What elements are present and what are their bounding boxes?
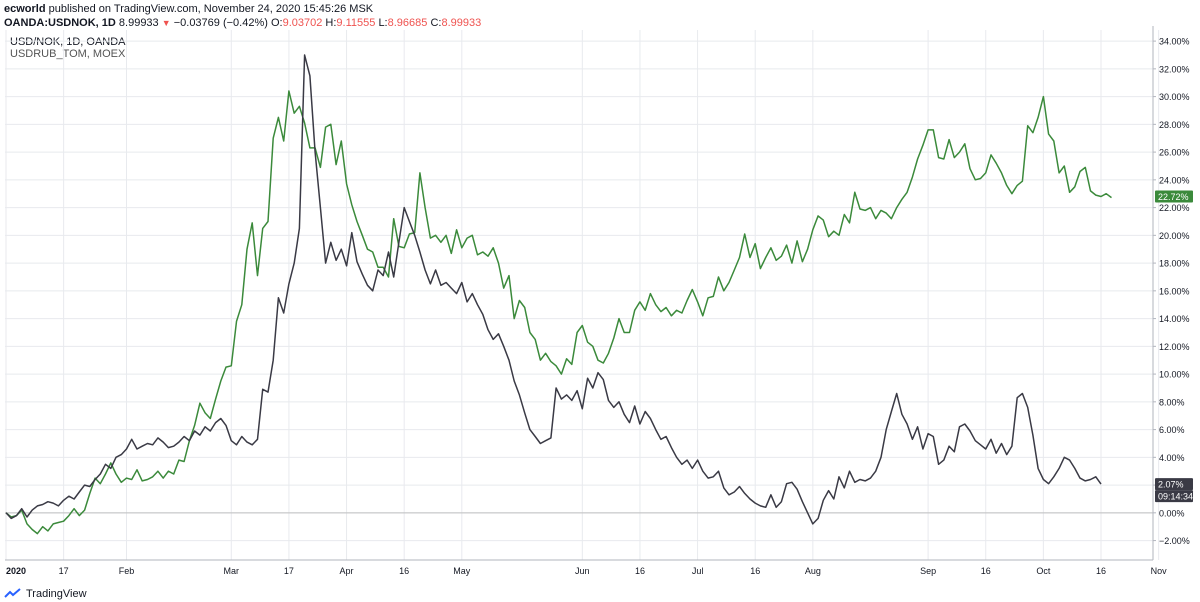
x-tick-label: 16 xyxy=(750,566,760,576)
x-tick-label: 2020 xyxy=(6,566,26,576)
last-price: 8.99933 xyxy=(118,17,159,29)
x-tick-label: 16 xyxy=(399,566,409,576)
legend-usdrub[interactable]: USDRUB_TOM, MOEX xyxy=(10,48,126,60)
chart-header: ecworld published on TradingView.com, No… xyxy=(4,2,481,30)
y-tick-label: 32.00% xyxy=(1159,64,1190,74)
series-line-usdnok[interactable] xyxy=(5,54,1102,525)
y-tick-label: 30.00% xyxy=(1159,92,1190,102)
publish-info: ecworld published on TradingView.com, No… xyxy=(4,2,481,16)
x-tick-label: Sep xyxy=(920,566,936,576)
x-tick-label: 16 xyxy=(981,566,991,576)
y-tick-label: 4.00% xyxy=(1159,453,1185,463)
x-tick-label: Jun xyxy=(575,566,590,576)
last-value-usdnok: 2.07% xyxy=(1158,480,1184,490)
x-tick-label: 16 xyxy=(635,566,645,576)
x-tick-label: Nov xyxy=(1151,566,1168,576)
x-tick-label: 16 xyxy=(1096,566,1106,576)
last-value-usdrub: 22.72% xyxy=(1158,192,1189,202)
low-value: 8.96685 xyxy=(387,17,428,29)
y-tick-label: 0.00% xyxy=(1159,508,1185,518)
y-tick-label: 12.00% xyxy=(1159,342,1190,352)
x-tick-label: 17 xyxy=(59,566,69,576)
x-tick-label: 17 xyxy=(284,566,294,576)
last-value-usdnok-bg xyxy=(1155,478,1193,491)
y-tick-label: 22.00% xyxy=(1159,203,1190,213)
brand-label[interactable]: TradingView xyxy=(26,588,87,600)
x-tick-label: May xyxy=(453,566,471,576)
x-tick-label: Oct xyxy=(1036,566,1051,576)
series-legend: USD/NOK, 1D, OANDA USDRUB_TOM, MOEX xyxy=(10,36,126,60)
tradingview-logo-icon xyxy=(4,588,21,598)
low-label: L: xyxy=(378,17,388,29)
legend-usdnok[interactable]: USD/NOK, 1D, OANDA xyxy=(10,36,126,48)
author-name[interactable]: ecworld xyxy=(4,3,46,15)
bar-countdown: 09:14:34 xyxy=(1158,492,1193,502)
y-tick-label: 24.00% xyxy=(1159,175,1190,185)
down-triangle-icon: ▼ xyxy=(161,18,171,28)
footer: TradingView xyxy=(4,588,87,600)
y-tick-label: −2.00% xyxy=(1159,536,1190,546)
y-tick-label: 28.00% xyxy=(1159,120,1190,130)
last-value-usdrub-bg xyxy=(1155,190,1193,203)
y-tick-label: 16.00% xyxy=(1159,286,1190,296)
y-tick-label: 8.00% xyxy=(1159,397,1185,407)
close-value: 8.99933 xyxy=(441,17,482,29)
high-label: H: xyxy=(325,17,337,29)
x-tick-label: Mar xyxy=(224,566,240,576)
series-line-usdrub[interactable] xyxy=(5,90,1112,535)
y-tick-label: 20.00% xyxy=(1159,231,1190,241)
y-tick-label: 34.00% xyxy=(1159,37,1190,47)
close-label: C: xyxy=(430,17,442,29)
price-change: −0.03769 (−0.42%) xyxy=(173,17,268,29)
x-tick-label: Feb xyxy=(119,566,135,576)
x-tick-label: Jul xyxy=(692,566,704,576)
bar-countdown-bg xyxy=(1155,490,1193,503)
publish-text: published on TradingView.com, November 2… xyxy=(48,3,374,15)
y-tick-label: 6.00% xyxy=(1159,425,1185,435)
x-tick-label: Aug xyxy=(805,566,821,576)
y-tick-label: 18.00% xyxy=(1159,259,1190,269)
y-tick-label: 14.00% xyxy=(1159,314,1190,324)
open-label: O: xyxy=(270,17,283,29)
x-tick-label: Apr xyxy=(340,566,354,576)
ohlc-line: OANDA:USDNOK, 1D 8.99933 ▼ −0.03769 (−0.… xyxy=(4,16,481,30)
open-value: 9.03702 xyxy=(282,17,323,29)
y-tick-label: 26.00% xyxy=(1159,148,1190,158)
symbol-label: OANDA:USDNOK, 1D xyxy=(4,17,116,29)
y-tick-label: 10.00% xyxy=(1159,370,1190,380)
high-value: 9.11555 xyxy=(336,17,376,29)
